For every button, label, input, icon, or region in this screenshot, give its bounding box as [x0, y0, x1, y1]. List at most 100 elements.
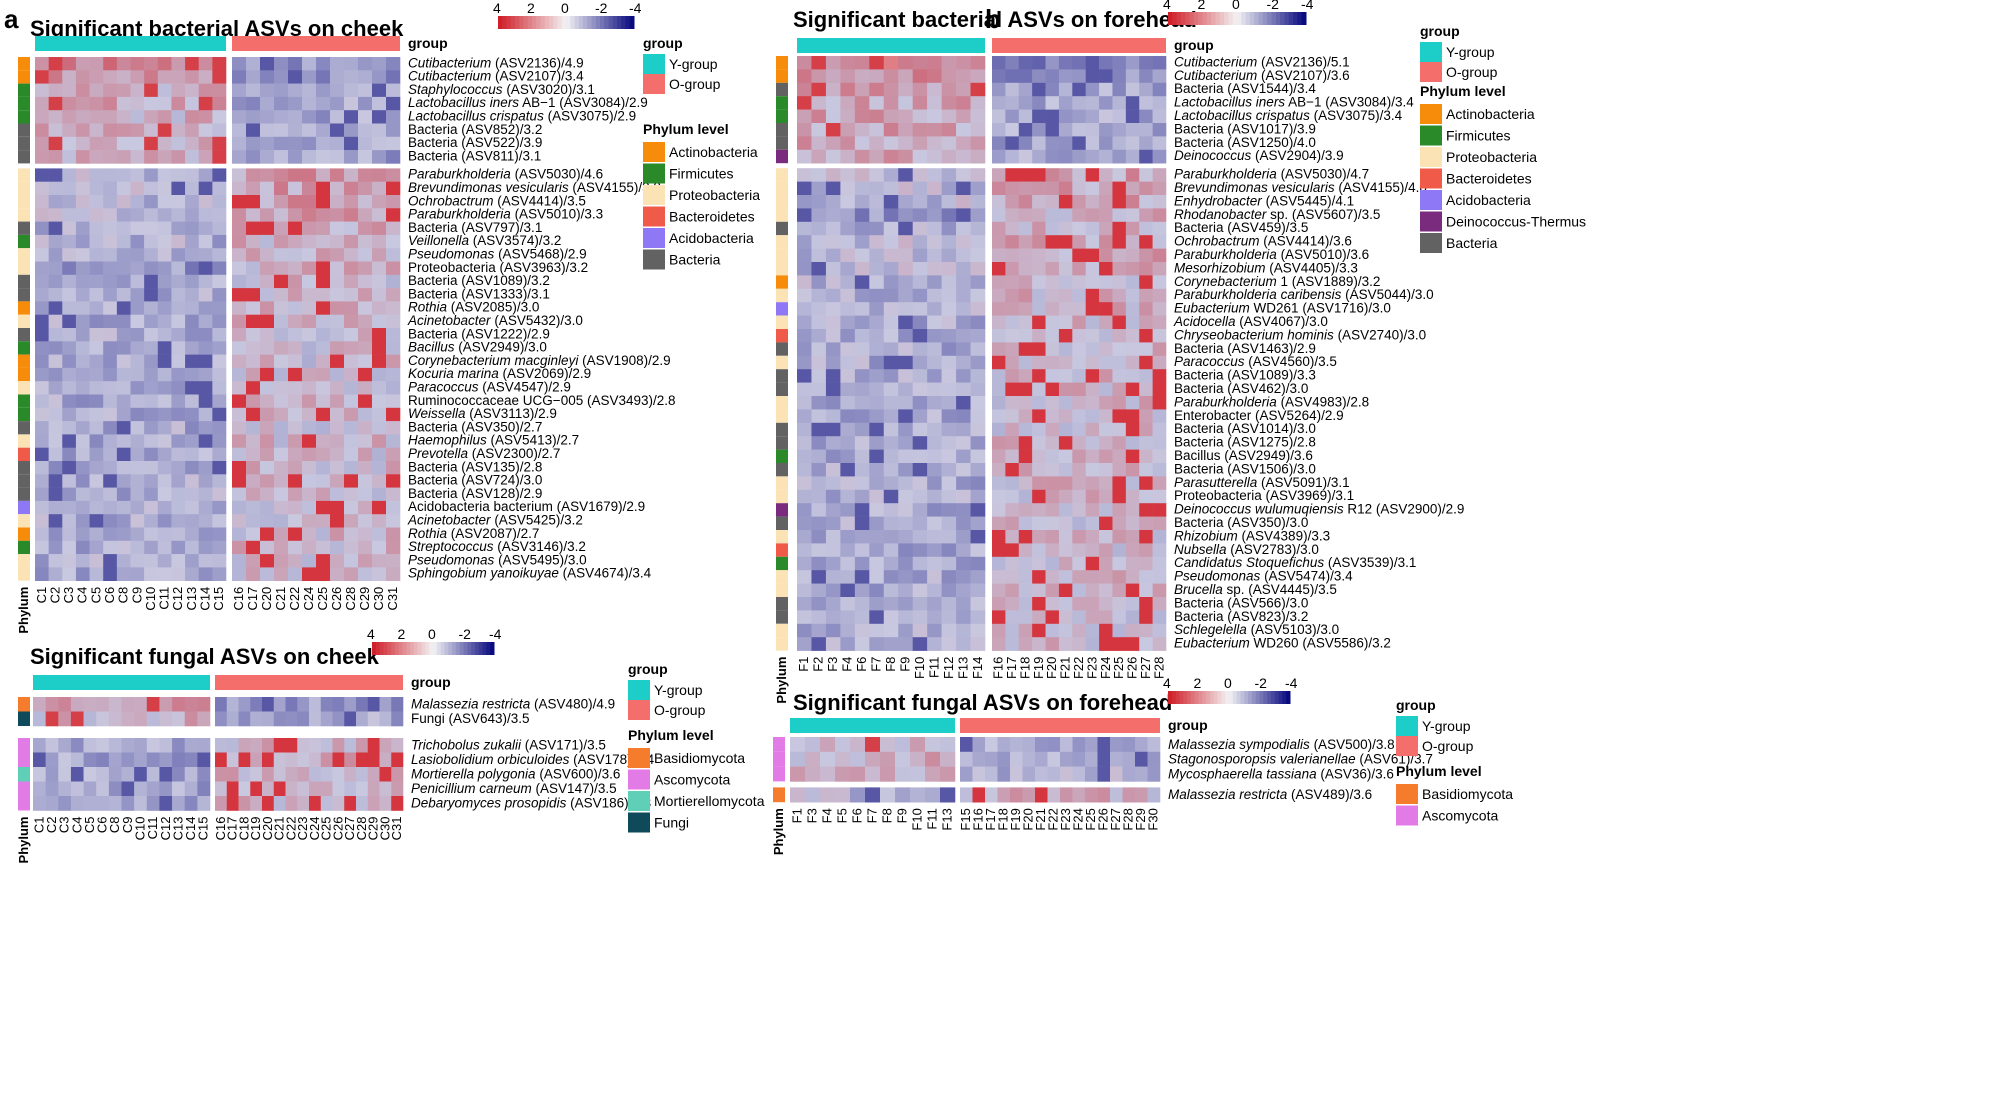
cheek-bacteria-cell: [171, 208, 185, 222]
cheek-bacteria-cell: [199, 474, 213, 488]
cheek-bacteria-cell: [131, 341, 145, 355]
forehead-bacteria-cell: [1005, 584, 1019, 598]
forehead-bacteria-cell: [1126, 624, 1140, 638]
cheek-bacteria-cell: [302, 541, 316, 555]
forehead-bacteria-cell: [1005, 83, 1019, 97]
forehead-bacteria-cell: [1059, 637, 1073, 651]
forehead-bacteria-scale-step: [1215, 12, 1220, 25]
forehead-bacteria-cell: [1099, 249, 1113, 263]
cheek-fungi-row-taxon: Mortierella polygonia: [411, 767, 536, 782]
cheek-bacteria-cell: [199, 434, 213, 448]
cheek-bacteria-col-label: C30: [371, 587, 386, 611]
cheek-bacteria-cell: [117, 168, 131, 182]
forehead-bacteria-cell: [898, 262, 913, 276]
cheek-bacteria-cell: [185, 408, 199, 422]
forehead-bacteria-cell: [1046, 490, 1060, 504]
forehead-fungi-cell: [835, 787, 850, 802]
cheek-bacteria-cell: [302, 474, 316, 488]
cheek-bacteria-cell: [232, 97, 246, 111]
forehead-fungi-cell: [880, 752, 895, 767]
forehead-bacteria-cell: [942, 543, 957, 557]
cheek-bacteria-cell: [358, 554, 372, 568]
cheek-fungi-cell: [147, 712, 160, 727]
forehead-bacteria-cell: [884, 517, 899, 531]
cheek-bacteria-cell: [212, 368, 226, 382]
forehead-bacteria-phylum-strip-cell: [776, 208, 788, 221]
forehead-bacteria-cell: [1099, 56, 1113, 70]
cheek-bacteria-cell: [144, 448, 158, 462]
cheek-bacteria-cell: [49, 554, 63, 568]
cheek-bacteria-cell: [232, 248, 246, 262]
forehead-fungi-cell: [973, 787, 986, 802]
cheek-bacteria-cell: [117, 137, 131, 151]
cheek-bacteria-cell: [288, 474, 302, 488]
cheek-bacteria-legend-phylum-swatch: [643, 142, 665, 162]
forehead-bacteria-cell: [942, 222, 957, 236]
cheek-bacteria-cell: [212, 514, 226, 528]
cheek-bacteria-cell: [49, 541, 63, 555]
forehead-bacteria-cell: [992, 409, 1006, 423]
cheek-bacteria-cell: [386, 368, 400, 382]
cheek-bacteria-cell: [246, 168, 260, 182]
forehead-bacteria-cell: [855, 56, 870, 70]
forehead-bacteria-cell: [840, 490, 855, 504]
cheek-bacteria-cell: [386, 448, 400, 462]
cheek-bacteria-cell: [62, 70, 76, 84]
cheek-bacteria-cell: [185, 554, 199, 568]
forehead-bacteria-cell: [1046, 302, 1060, 316]
forehead-bacteria-cell: [840, 450, 855, 464]
cheek-bacteria-cell: [117, 70, 131, 84]
forehead-bacteria-cell: [1112, 369, 1126, 383]
forehead-bacteria-cell: [956, 235, 971, 249]
cheek-fungi-cell: [172, 712, 185, 727]
forehead-fungi-col-label: F9: [895, 808, 910, 823]
cheek-bacteria-cell: [35, 97, 49, 111]
cheek-fungi-cell: [96, 712, 109, 727]
cheek-bacteria-cell: [386, 408, 400, 422]
forehead-fungi-scale-tick: 4: [1163, 675, 1171, 691]
cheek-bacteria-cell: [344, 262, 358, 276]
forehead-bacteria-cell: [1059, 490, 1073, 504]
forehead-fungi-scale-step: [1179, 691, 1183, 704]
cheek-bacteria-cell: [35, 461, 49, 475]
forehead-bacteria-cell: [992, 517, 1006, 531]
forehead-bacteria-cell: [1072, 624, 1086, 638]
cheek-bacteria-cell: [344, 448, 358, 462]
forehead-bacteria-cell: [956, 150, 971, 164]
cheek-bacteria-cell: [199, 150, 213, 164]
forehead-bacteria-cell: [927, 302, 942, 316]
cheek-bacteria-phylum-strip-cell: [18, 137, 30, 150]
cheek-bacteria-cell: [212, 97, 226, 111]
cheek-bacteria-cell: [144, 275, 158, 289]
cheek-bacteria-cell: [199, 368, 213, 382]
forehead-bacteria-cell: [1059, 195, 1073, 209]
cheek-bacteria-cell: [344, 124, 358, 138]
cheek-bacteria-cell: [199, 421, 213, 435]
forehead-bacteria-cell: [913, 597, 928, 611]
forehead-fungi-cell: [880, 767, 895, 782]
forehead-bacteria-cell: [1046, 316, 1060, 330]
forehead-bacteria-cell: [1086, 356, 1100, 370]
cheek-bacteria-cell: [35, 137, 49, 151]
cheek-fungi-cell: [286, 712, 298, 727]
cheek-bacteria-cell: [103, 567, 117, 581]
cheek-bacteria-cell: [330, 262, 344, 276]
cheek-fungi-cell: [122, 796, 135, 811]
forehead-bacteria-cell: [1005, 56, 1019, 70]
forehead-bacteria-cell: [826, 262, 841, 276]
forehead-bacteria-cell: [913, 262, 928, 276]
cheek-fungi-cell: [368, 697, 380, 712]
forehead-bacteria-cell: [956, 570, 971, 584]
cheek-bacteria-cell: [171, 395, 185, 409]
cheek-fungi-cell: [380, 796, 392, 811]
forehead-bacteria-cell: [1019, 383, 1033, 397]
cheek-bacteria-cell: [302, 421, 316, 435]
cheek-fungi-cell: [215, 738, 227, 753]
cheek-bacteria-cell: [144, 368, 158, 382]
cheek-bacteria-cell: [35, 222, 49, 236]
cheek-fungi-cell: [159, 782, 172, 797]
forehead-bacteria-cell: [1086, 597, 1100, 611]
forehead-fungi-phylum-strip-cell: [773, 737, 785, 752]
cheek-bacteria-cell: [131, 461, 145, 475]
cheek-fungi-cell: [250, 712, 262, 727]
